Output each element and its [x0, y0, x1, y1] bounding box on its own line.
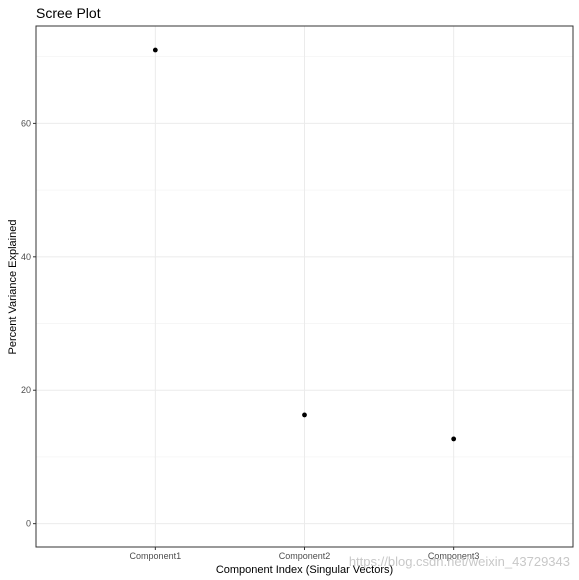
x-axis-title: Component Index (Singular Vectors) [216, 564, 393, 576]
y-axis-title: Percent Variance Explained [7, 220, 19, 355]
x-tick-label: Component3 [428, 551, 480, 561]
y-tick-label: 60 [21, 118, 31, 128]
y-axis: 0 20 40 60 [21, 118, 36, 529]
watermark-text: https://blog.csdn.net/weixin_43729343 [349, 554, 570, 569]
data-points [152, 47, 457, 442]
data-point-component1 [152, 47, 158, 53]
data-point-component2 [302, 412, 307, 418]
y-tick-label: 40 [21, 252, 31, 262]
y-tick-label: 0 [26, 519, 31, 529]
x-tick-label: Component1 [130, 551, 182, 561]
x-tick-label: Component2 [279, 551, 331, 561]
x-axis: Component1 Component2 Component3 [130, 547, 480, 561]
major-gridlines [36, 26, 573, 547]
plot-panel [35, 25, 574, 548]
chart-title: Scree Plot [36, 5, 101, 21]
y-tick-label: 20 [21, 385, 31, 395]
data-point-component3 [451, 436, 457, 442]
